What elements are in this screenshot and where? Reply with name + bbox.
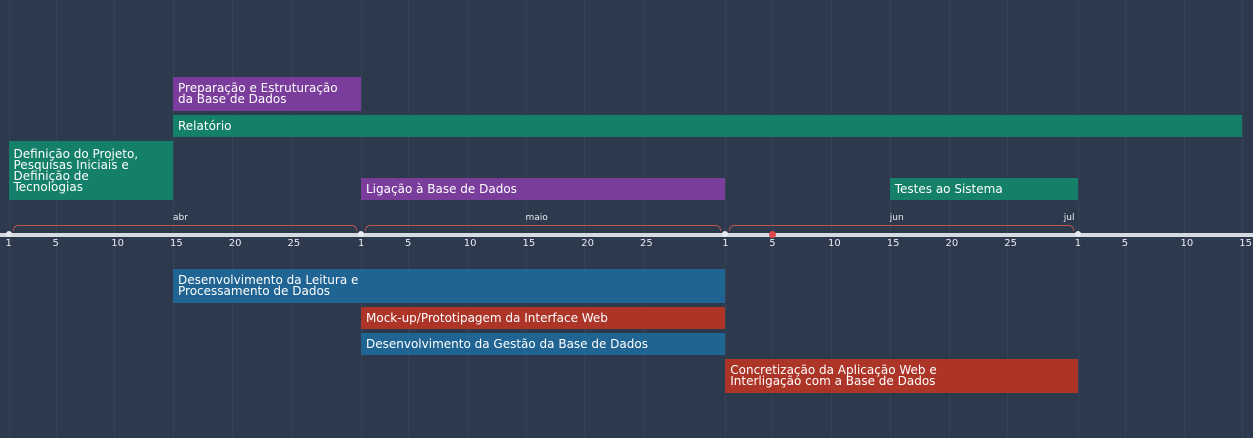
task-bar-mockup[interactable]: Mock-up/Prototipagem da Interface Web — [361, 307, 726, 329]
grid-line — [725, 0, 727, 438]
task-bar-ligacao[interactable]: Ligação à Base de Dados — [361, 178, 726, 200]
grid-line — [1242, 0, 1244, 438]
task-label: Testes ao Sistema — [894, 181, 1003, 196]
month-label-abr: abr — [173, 213, 188, 223]
grid-line — [231, 0, 233, 438]
tick-label: 15 — [1239, 238, 1252, 249]
tick-label: 15 — [170, 238, 183, 249]
grid-line — [525, 0, 527, 438]
task-label: Desenvolvimento da Gestão da Base de Dad… — [366, 336, 648, 351]
grid-line — [466, 0, 468, 438]
tick-label: 15 — [522, 238, 536, 249]
tick-label: 20 — [581, 238, 594, 249]
task-bar-preparacao[interactable]: Preparação e Estruturação da Base de Dad… — [173, 77, 361, 111]
grid-line — [114, 0, 116, 438]
grid-line — [408, 0, 409, 438]
task-label: Definição do Projeto, Pesquisas Iniciais… — [13, 146, 139, 194]
task-bar-relatorio[interactable]: Relatório — [173, 115, 1243, 137]
tick-label: 1 — [1074, 238, 1082, 249]
grid-line — [55, 0, 57, 438]
tick-label: 20 — [945, 238, 959, 249]
month-label-jul: jul — [1063, 213, 1075, 223]
grid-line — [8, 0, 10, 438]
task-label: Mock-up/Prototipagem da Interface Web — [366, 310, 608, 325]
grid-line — [948, 0, 950, 438]
tick-label: 25 — [640, 238, 653, 249]
grid-line — [831, 0, 832, 438]
tick-label: 5 — [405, 238, 412, 249]
task-label: Desenvolvimento da Leitura e Processamen… — [178, 273, 359, 298]
tick-label: 10 — [111, 238, 124, 249]
month-boundary-dot — [5, 231, 12, 237]
tick-label: 25 — [1004, 238, 1017, 249]
month-label-maio: maio — [525, 213, 548, 223]
task-label: Preparação e Estruturação da Base de Dad… — [178, 81, 338, 106]
month-bracket — [365, 225, 722, 231]
grid-line — [889, 0, 891, 438]
time-axis — [0, 233, 1253, 237]
grid-line — [1183, 0, 1185, 438]
grid-line — [361, 0, 362, 438]
month-boundary-dot — [722, 231, 729, 237]
month-boundary-dot — [358, 231, 364, 237]
task-bar-concretizacao[interactable]: Concretização da Aplicação Web e Interli… — [725, 359, 1078, 393]
tick-label: 15 — [886, 238, 900, 249]
task-bar-definicao[interactable]: Definição do Projeto, Pesquisas Iniciais… — [8, 141, 173, 200]
task-bar-gestao[interactable]: Desenvolvimento da Gestão da Base de Dad… — [361, 333, 726, 355]
tick-label: 10 — [1180, 238, 1194, 249]
grid-line — [1077, 0, 1079, 438]
tick-label: 10 — [828, 238, 841, 249]
grid-line — [643, 0, 644, 438]
tick-label: 5 — [52, 238, 59, 249]
task-label: Ligação à Base de Dados — [366, 181, 517, 196]
tick-label: 10 — [463, 238, 477, 249]
tick-label: 1 — [722, 238, 729, 249]
tick-label: 25 — [287, 238, 301, 249]
grid-line — [772, 0, 774, 438]
tick-label: 1 — [5, 238, 12, 249]
month-boundary-dot — [1074, 231, 1081, 237]
grid-line — [1124, 0, 1126, 438]
month-bracket — [729, 225, 1074, 231]
grid-line — [173, 0, 174, 438]
tick-label: 1 — [358, 238, 365, 249]
tick-label: 5 — [1121, 238, 1129, 249]
grid-line — [584, 0, 586, 438]
grid-line — [1007, 0, 1009, 438]
grid-line — [290, 0, 292, 438]
tick-label: 20 — [228, 238, 242, 249]
task-bar-leitura[interactable]: Desenvolvimento da Leitura e Processamen… — [173, 269, 726, 303]
tick-label: 5 — [769, 238, 776, 249]
month-bracket — [12, 225, 357, 231]
today-marker — [769, 231, 777, 238]
task-label: Relatório — [178, 118, 232, 133]
month-label-jun: jun — [889, 213, 904, 223]
task-label: Concretização da Aplicação Web e Interli… — [730, 363, 937, 388]
task-bar-testes[interactable]: Testes ao Sistema — [889, 178, 1078, 200]
